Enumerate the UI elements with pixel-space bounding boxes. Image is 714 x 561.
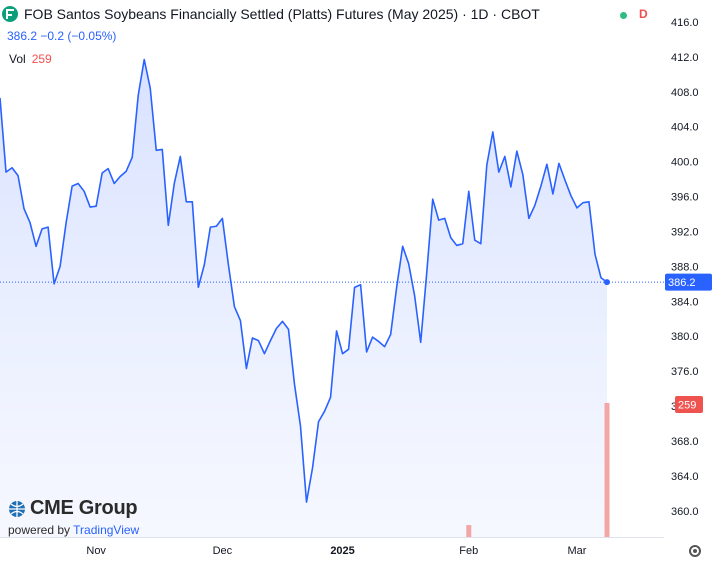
price-tick-label: 416.0: [671, 17, 699, 29]
price-tick-label: 364.0: [671, 471, 699, 483]
price-line: [0, 58, 608, 503]
powered-by-label: powered by: [8, 523, 71, 537]
last-price-badge: 386.2: [665, 273, 712, 291]
volume-label: Vol: [9, 52, 26, 66]
volume-bar-0: [466, 525, 472, 537]
symbol-title-row[interactable]: FOB Santos Soybeans Financially Settled …: [2, 6, 540, 22]
price-tick-label: 376.0: [671, 366, 699, 378]
volume-badge: 259: [675, 396, 703, 413]
symbol-title[interactable]: FOB Santos Soybeans Financially Settled …: [24, 6, 540, 22]
price-tick-label: 388.0: [671, 261, 699, 273]
price-tick-label: 404.0: [671, 122, 699, 134]
volume-bars: [466, 403, 610, 537]
price-tick-label: 392.0: [671, 226, 699, 238]
time-tick-label: 2025: [330, 545, 354, 557]
price-tick-label: 368.0: [671, 436, 699, 448]
time-tick-label: Nov: [86, 545, 106, 557]
delayed-data-badge[interactable]: D: [639, 7, 648, 21]
chart-legend: FOB Santos Soybeans Financially Settled …: [0, 4, 660, 66]
volume-bar-1: [604, 403, 610, 537]
time-tick-label: Feb: [459, 545, 478, 557]
volume-value: 259: [31, 52, 52, 66]
last-price-badge-label: 386.2: [668, 277, 696, 289]
cme-logo-text: CME Group: [30, 497, 138, 519]
futures-icon: [2, 6, 18, 22]
volume-legend[interactable]: Vol 259: [9, 52, 52, 66]
price-tick-label: 400.0: [671, 157, 699, 169]
price-axis[interactable]: 360.0364.0368.0372.0376.0380.0384.0388.0…: [671, 17, 699, 518]
cme-globe-icon: [9, 500, 25, 517]
price-tick-label: 396.0: [671, 192, 699, 204]
time-tick-label: Dec: [213, 545, 233, 557]
time-tick-label: Mar: [567, 545, 586, 557]
ohlc-price-readout: 386.2 −0.2 (−0.05%): [7, 29, 117, 43]
tradingview-brand: TradingView: [73, 523, 140, 537]
price-tick-label: 360.0: [671, 506, 699, 518]
market-open-status-icon: [620, 12, 627, 19]
price-tick-label: 408.0: [671, 87, 699, 99]
settings-gear-icon[interactable]: [689, 545, 701, 557]
price-tick-label: 384.0: [671, 296, 699, 308]
volume-badge-label: 259: [678, 400, 696, 412]
powered-by-text: powered by TradingView: [8, 523, 139, 537]
last-price-dot: [604, 279, 610, 286]
price-area-fill: [0, 59, 607, 537]
price-tick-label: 412.0: [671, 52, 699, 64]
price-tick-label: 380.0: [671, 331, 699, 343]
time-axis[interactable]: Nov Dec 2025 Feb Mar: [86, 545, 586, 557]
cme-group-logo[interactable]: CME Group powered by TradingView: [8, 497, 139, 537]
